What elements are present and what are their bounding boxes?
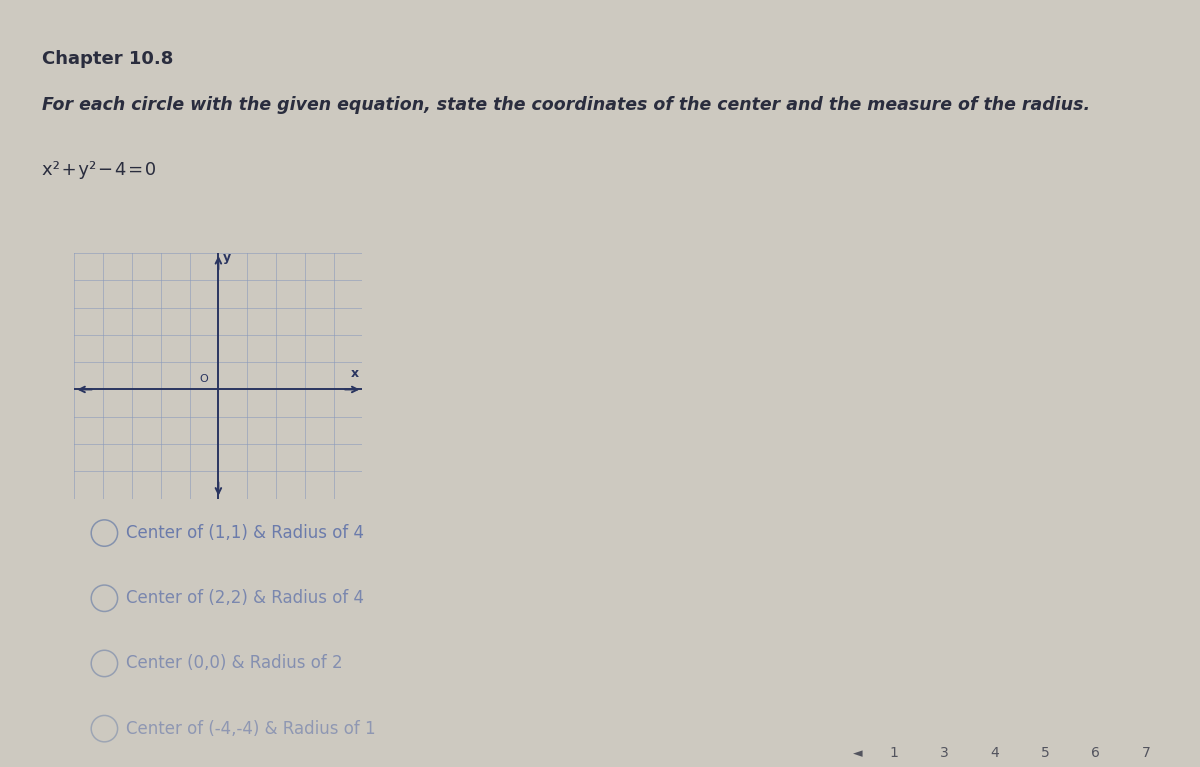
- Text: Center of (1,1) & Radius of 4: Center of (1,1) & Radius of 4: [126, 524, 364, 542]
- Text: Center (0,0) & Radius of 2: Center (0,0) & Radius of 2: [126, 654, 343, 673]
- Text: For each circle with the given equation, state the coordinates of the center and: For each circle with the given equation,…: [42, 96, 1090, 114]
- Text: x: x: [350, 367, 359, 380]
- Text: x² + y² − 4 = 0: x² + y² − 4 = 0: [42, 161, 156, 179]
- Text: 7: 7: [1141, 746, 1151, 760]
- Text: y: y: [223, 251, 230, 264]
- Text: 1: 1: [889, 746, 899, 760]
- Text: Chapter 10.8: Chapter 10.8: [42, 50, 173, 67]
- Text: Center of (2,2) & Radius of 4: Center of (2,2) & Radius of 4: [126, 589, 364, 607]
- Text: 5: 5: [1040, 746, 1050, 760]
- Text: Center of (-4,-4) & Radius of 1: Center of (-4,-4) & Radius of 1: [126, 719, 376, 738]
- Text: 6: 6: [1091, 746, 1100, 760]
- Text: ◄: ◄: [853, 747, 863, 759]
- Text: O: O: [199, 374, 209, 384]
- Text: 3: 3: [940, 746, 949, 760]
- Text: 4: 4: [990, 746, 1000, 760]
